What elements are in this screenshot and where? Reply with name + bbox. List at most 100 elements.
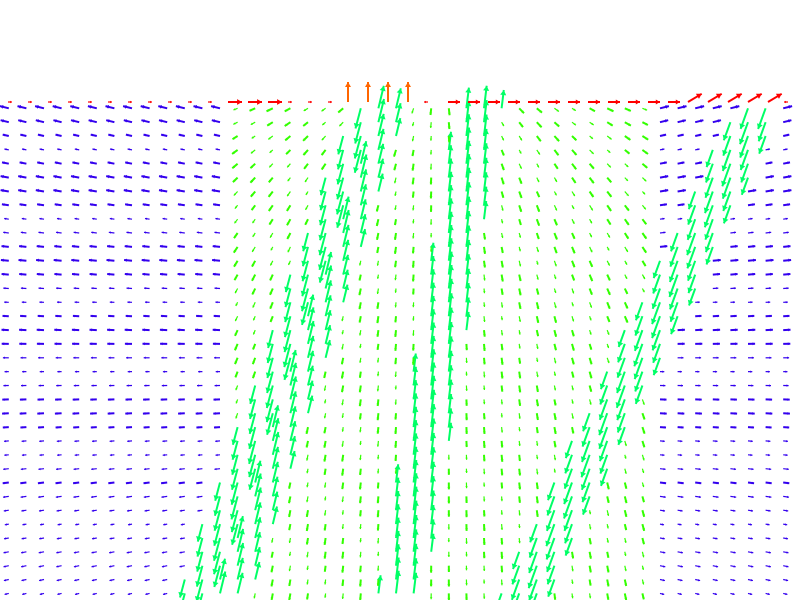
vector-arrowhead-904 — [72, 314, 76, 318]
vector-arrowhead-20 — [359, 597, 362, 600]
vector-arrowhead-117 — [483, 568, 486, 571]
vector-arrowhead-119 — [511, 578, 517, 585]
vector-arrowhead-995 — [91, 287, 94, 290]
vector-arrowhead-887 — [571, 333, 575, 337]
vector-arrowhead-456 — [109, 453, 112, 457]
vector-arrowhead-426 — [376, 471, 380, 474]
vector-arrowhead-255 — [529, 536, 535, 543]
vector-arrowhead-86 — [733, 579, 736, 582]
vector-arrowhead-1096 — [288, 262, 291, 265]
vector-arrowhead-1141 — [287, 249, 290, 253]
vector-arrowhead-1569 — [700, 119, 704, 123]
vector-arrowhead-484 — [599, 467, 605, 474]
vector-arrowhead-1298 — [681, 203, 685, 207]
vector-arrowhead-742 — [394, 374, 397, 377]
vector-arrowhead-84 — [697, 579, 701, 582]
vector-arrowhead-1176 — [108, 231, 111, 234]
vector-arrowhead-1357 — [123, 174, 127, 179]
vector-arrowhead-1302 — [752, 203, 755, 207]
vector-arrowhead-1447 — [127, 148, 130, 151]
vector-arrowhead-1297 — [664, 203, 667, 207]
vector-arrowhead-82 — [662, 579, 665, 582]
vector-arrowhead-1593 — [321, 109, 324, 112]
vector-arrowhead-244 — [341, 526, 344, 529]
vector-arrowhead-770 — [90, 356, 93, 359]
vector-arrowhead-1346 — [722, 205, 728, 211]
vector-arrowhead-421 — [290, 451, 297, 457]
vector-arrowhead-707 — [571, 388, 574, 391]
vector-arrowhead-713 — [680, 384, 683, 387]
vector-arrowhead-394 — [606, 486, 610, 490]
vector-arrowhead-1033 — [769, 287, 772, 290]
vector-arrowhead-1296 — [643, 207, 646, 210]
vector-arrowhead-210 — [528, 551, 535, 558]
vector-arrowhead-1338 — [590, 194, 594, 197]
vector-arrowhead-27 — [483, 596, 486, 599]
vector-arrowhead-1574 — [788, 119, 792, 123]
vector-arrowhead-187 — [127, 537, 130, 540]
vector-arrowhead-541 — [20, 426, 23, 429]
vector-arrowhead-1462 — [393, 153, 397, 157]
vector-arrowhead-665 — [616, 414, 622, 421]
vector-arrowhead-194 — [256, 517, 262, 523]
vector-arrowhead-1135 — [177, 244, 181, 248]
vector-arrowhead-1347 — [753, 188, 757, 193]
vector-arrowhead-1210 — [704, 246, 711, 253]
vector-arrowhead-1373 — [411, 181, 415, 185]
vector-arrowhead-1098 — [318, 277, 324, 283]
vector-arrowhead-352 — [663, 495, 666, 499]
vector-arrowhead-824 — [252, 347, 255, 350]
vector-arrowhead-1203 — [589, 234, 592, 238]
vector-arrowhead-749 — [518, 375, 522, 379]
vector-arrowhead-1180 — [179, 231, 182, 234]
vector-arrowhead-820 — [177, 342, 181, 346]
vector-arrowhead-606 — [376, 417, 380, 421]
vector-arrowhead-629 — [787, 412, 790, 415]
vector-arrowhead-246 — [376, 528, 380, 531]
vector-arrowhead-45 — [3, 579, 7, 582]
vector-arrowhead-1471 — [556, 152, 559, 156]
vector-arrowhead-661 — [553, 403, 557, 406]
vector-arrowhead-815 — [89, 342, 93, 346]
vector-arrowhead-1384 — [608, 179, 612, 183]
vector-arrowhead-761 — [732, 370, 735, 373]
vector-arrowhead-237 — [212, 540, 219, 546]
vector-arrowhead-709 — [599, 398, 605, 405]
vector-arrowhead-461 — [197, 453, 200, 457]
vector-arrowhead-1048 — [234, 277, 237, 281]
vector-arrowhead-279 — [162, 509, 165, 512]
vector-arrowhead-959 — [252, 305, 255, 308]
vector-arrowhead-1444 — [74, 148, 77, 151]
vector-arrowhead-567 — [482, 431, 486, 434]
vector-arrowhead-830 — [359, 345, 362, 349]
vector-arrowhead-1611 — [644, 108, 648, 111]
vector-arrowhead-677 — [38, 384, 41, 387]
vector-arrowhead-219 — [697, 537, 700, 540]
vector-arrowhead-1381 — [554, 179, 557, 182]
vector-arrowhead-646 — [291, 376, 298, 382]
vector-arrowhead-791 — [465, 361, 468, 363]
vector-arrowhead-1530 — [0, 119, 4, 123]
vector-arrowhead-107 — [306, 567, 309, 570]
vector-arrowhead-209 — [518, 541, 521, 544]
vector-arrowhead-1479 — [697, 148, 700, 151]
vector-arrowhead-577 — [663, 426, 666, 429]
vector-arrowhead-1558 — [501, 123, 504, 127]
vector-arrowhead-424 — [341, 473, 344, 476]
vector-arrowhead-512 — [305, 444, 309, 448]
vector-arrowhead-1148 — [411, 251, 415, 254]
vector-arrowhead-134 — [786, 565, 789, 568]
vector-arrowhead-295 — [447, 514, 451, 517]
vector-arrowhead-306 — [642, 514, 645, 517]
vector-arrowhead-694 — [341, 389, 344, 393]
vector-arrowhead-1617 — [739, 123, 746, 129]
vector-arrowhead-379 — [341, 486, 344, 490]
vector-arrowhead-1656 — [735, 93, 742, 99]
vector-arrowhead-105 — [270, 569, 274, 573]
vector-arrowhead-773 — [143, 356, 146, 359]
vector-arrowhead-748 — [500, 375, 504, 379]
vector-arrowhead-40 — [714, 592, 717, 596]
vector-arrowhead-236 — [196, 536, 202, 542]
vector-arrowhead-283 — [230, 526, 236, 533]
vector-arrowhead-1238 — [412, 221, 415, 224]
